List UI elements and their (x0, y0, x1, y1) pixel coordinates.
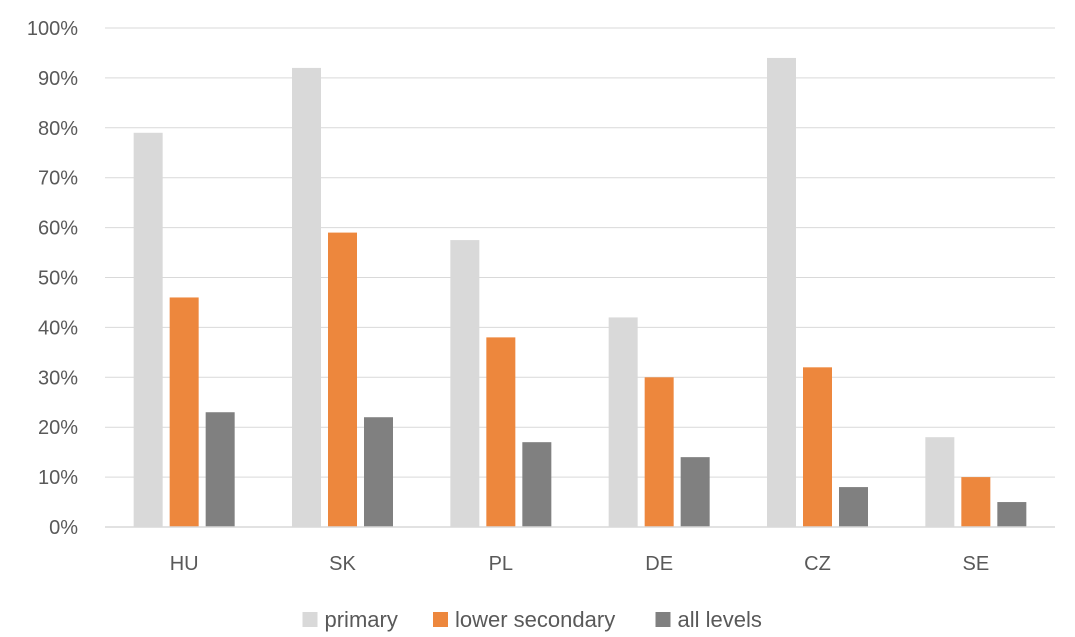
x-axis-labels: HU SK PL DE CZ SE (170, 553, 989, 575)
bar-de-primary (608, 317, 638, 527)
legend-label: all levels (678, 607, 762, 632)
y-tick-label: 70% (38, 168, 78, 190)
bar-de-lower-secondary (644, 377, 674, 527)
bar-sk-lower-secondary (328, 232, 357, 527)
bar-pl-all-levels (522, 442, 552, 527)
bar-pl-lower-secondary (486, 337, 516, 527)
legend-swatch (433, 612, 448, 627)
bar-se-lower-secondary (961, 477, 991, 527)
y-tick-label: 50% (38, 268, 78, 290)
legend-swatch (655, 612, 671, 627)
legend-label: lower secondary (455, 607, 615, 632)
x-tick-label: DE (645, 553, 673, 575)
bar-pl-primary (450, 240, 480, 527)
bar-hu-primary (133, 132, 163, 528)
legend: primary lower secondary all levels (302, 607, 762, 632)
legend-swatch (302, 612, 318, 627)
y-tick-label: 10% (38, 467, 78, 489)
legend-item-primary: primary (302, 607, 398, 632)
gridlines (105, 27, 1055, 478)
y-tick-label: 0% (49, 517, 78, 539)
y-tick-label: 90% (38, 68, 78, 90)
y-tick-label: 100% (27, 18, 78, 40)
y-axis-labels: 0% 10% 20% 30% 40% 50% 60% 70% 80% 90% 100% (27, 18, 78, 539)
x-tick-label: PL (489, 553, 513, 575)
x-tick-label: HU (170, 553, 199, 575)
x-tick-label: SK (329, 553, 356, 575)
bar-cz-lower-secondary (803, 367, 832, 527)
bars (133, 57, 1027, 528)
legend-item-lower-secondary: lower secondary (433, 607, 615, 632)
x-tick-label: CZ (804, 553, 831, 575)
y-tick-label: 30% (38, 367, 78, 389)
y-tick-label: 60% (38, 218, 78, 240)
y-tick-label: 80% (38, 118, 78, 140)
bar-se-primary (925, 437, 955, 527)
y-tick-label: 20% (38, 417, 78, 439)
bar-hu-lower-secondary (169, 297, 199, 527)
y-tick-label: 40% (38, 317, 78, 339)
bar-sk-all-levels (364, 417, 393, 527)
bar-sk-primary (292, 67, 321, 528)
bar-cz-all-levels (839, 487, 868, 527)
x-tick-label: SE (962, 553, 989, 575)
bar-hu-all-levels (205, 412, 235, 527)
bar-cz-primary (767, 57, 796, 527)
bar-se-all-levels (997, 502, 1027, 527)
bar-de-all-levels (680, 457, 710, 527)
legend-item-all-levels: all levels (655, 607, 762, 632)
legend-label: primary (325, 607, 398, 632)
